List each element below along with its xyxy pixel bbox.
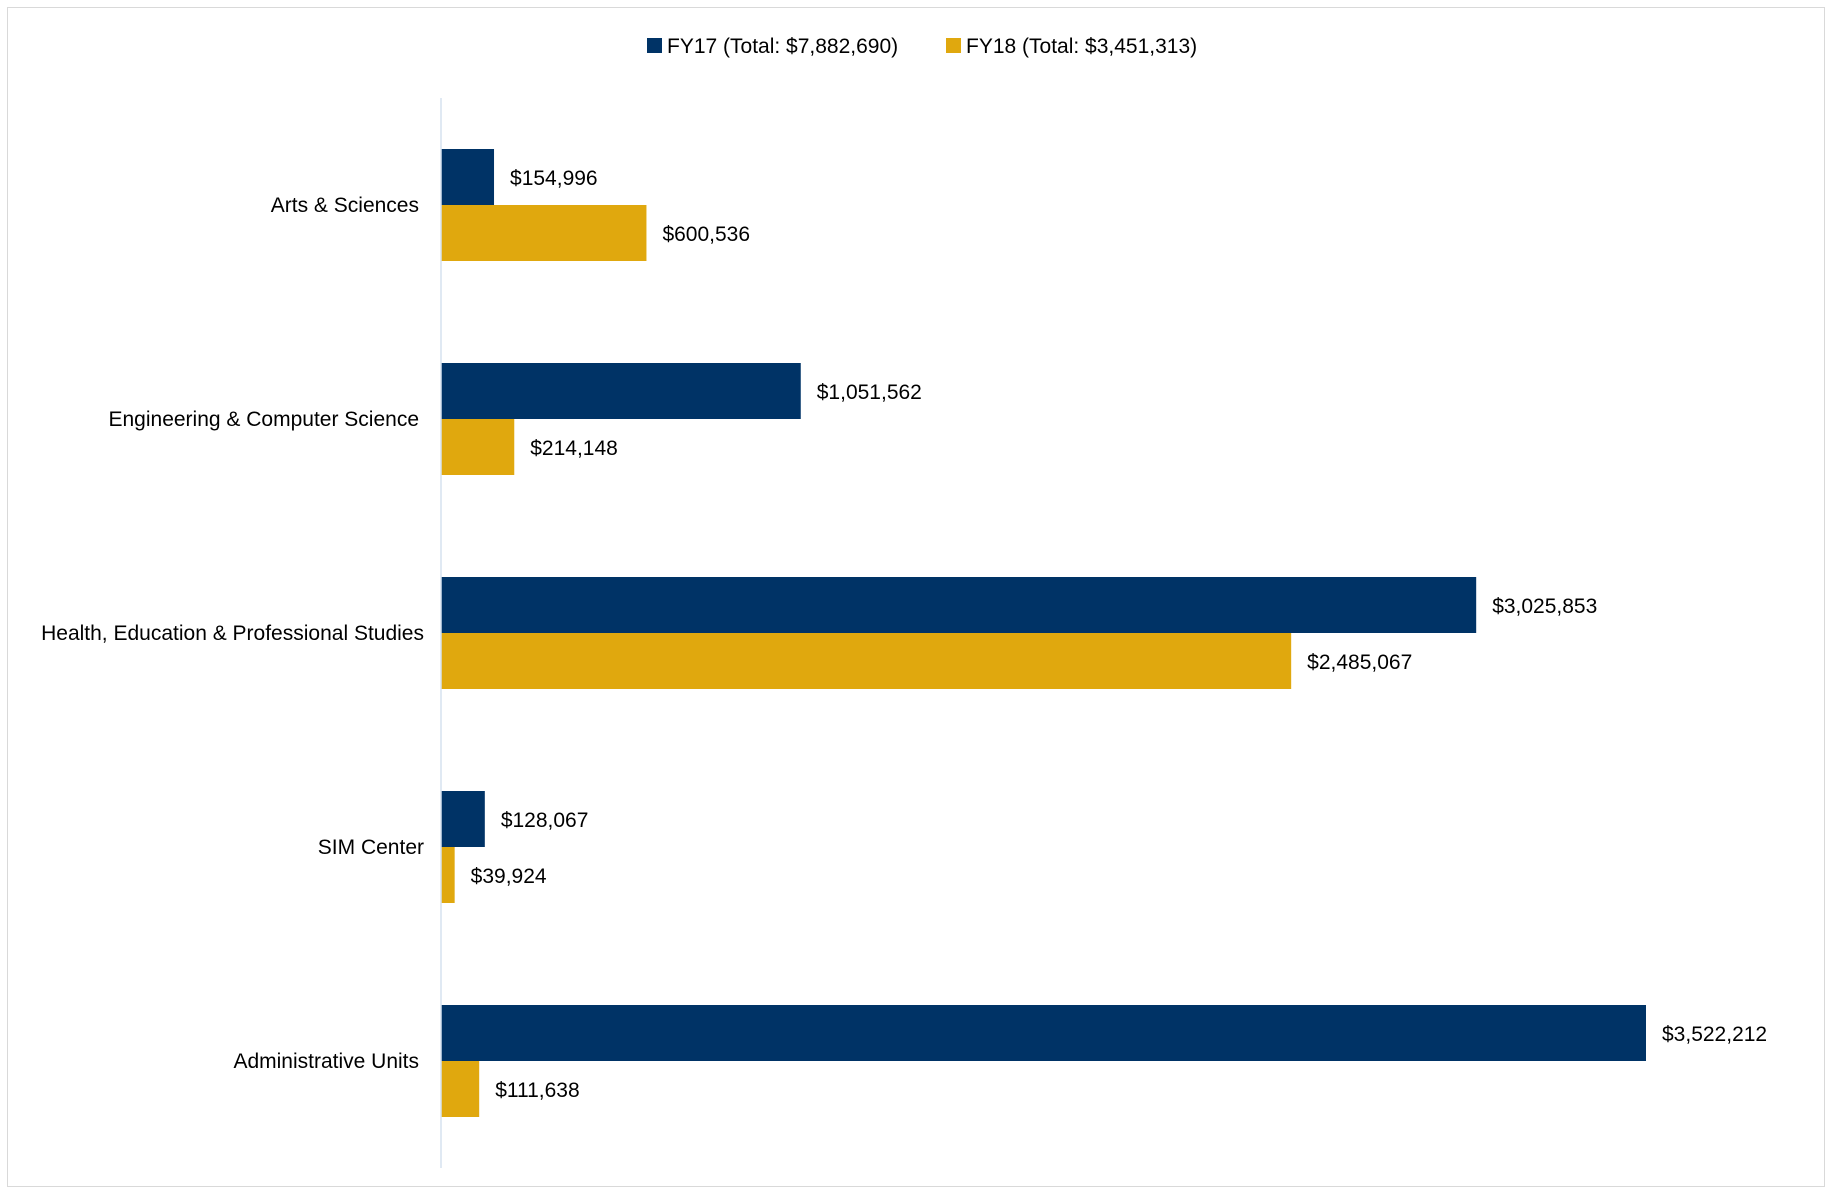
bar-fy18-sim-center [441,847,455,903]
category-label-engineering-computer-science: Engineering & Computer Science [108,408,419,431]
category-label-arts-sciences: Arts & Sciences [271,194,419,217]
chart-area: FY17 (Total: $7,882,690) FY18 (Total: $3,… [7,7,1825,1187]
legend-swatch [647,38,662,53]
bar-fy17-sim-center [441,791,485,847]
category-label-administrative-units: Administrative Units [233,1050,419,1073]
value-label-fy17-engineering-computer-science: $1,051,562 [817,381,922,404]
value-label-fy18-engineering-computer-science: $214,148 [530,437,618,460]
value-label-fy17-health-education-professional-studies: $3,025,853 [1492,595,1597,618]
value-label-fy18-sim-center: $39,924 [471,865,547,888]
bar-fy18-arts-sciences [441,205,647,261]
legend-item-fy18: FY18 (Total: $3,451,313) [946,35,1197,58]
value-label-fy18-administrative-units: $111,638 [495,1079,579,1102]
bar-fy17-health-education-professional-studies [441,577,1477,633]
category-labels: Arts & Sciences Engineering & Computer Sc… [41,194,424,1073]
bar-fy18-administrative-units [441,1061,480,1117]
value-label-fy17-arts-sciences: $154,996 [510,167,598,190]
bar-fy18-health-education-professional-studies [441,633,1292,689]
legend: FY17 (Total: $7,882,690) FY18 (Total: $3,… [647,35,1197,58]
value-label-fy18-health-education-professional-studies: $2,485,067 [1307,651,1412,674]
category-label-health-education-professional-studies: Health, Education & Professional Studies [41,622,424,645]
bar-fy18-engineering-computer-science [441,419,515,475]
bars [441,149,1646,1117]
value-label-fy18-arts-sciences: $600,536 [662,223,750,246]
legend-item-fy17: FY17 (Total: $7,882,690) [647,35,898,58]
bar-fy17-administrative-units [441,1005,1646,1061]
data-labels: $154,996 $600,536 $1,051,562 $214,148 $3,025… [471,167,1767,1102]
legend-label: FY18 (Total: $3,451,313) [966,35,1197,58]
legend-label: FY17 (Total: $7,882,690) [667,35,898,58]
value-label-fy17-administrative-units: $3,522,212 [1662,1023,1767,1046]
bar-fy17-arts-sciences [441,149,495,205]
bar-fy17-engineering-computer-science [441,363,801,419]
category-label-sim-center: SIM Center [318,836,424,859]
bar-chart: FY17 (Total: $7,882,690) FY18 (Total: $3,… [41,35,1767,1168]
legend-swatch [946,38,961,53]
value-label-fy17-sim-center: $128,067 [501,809,589,832]
